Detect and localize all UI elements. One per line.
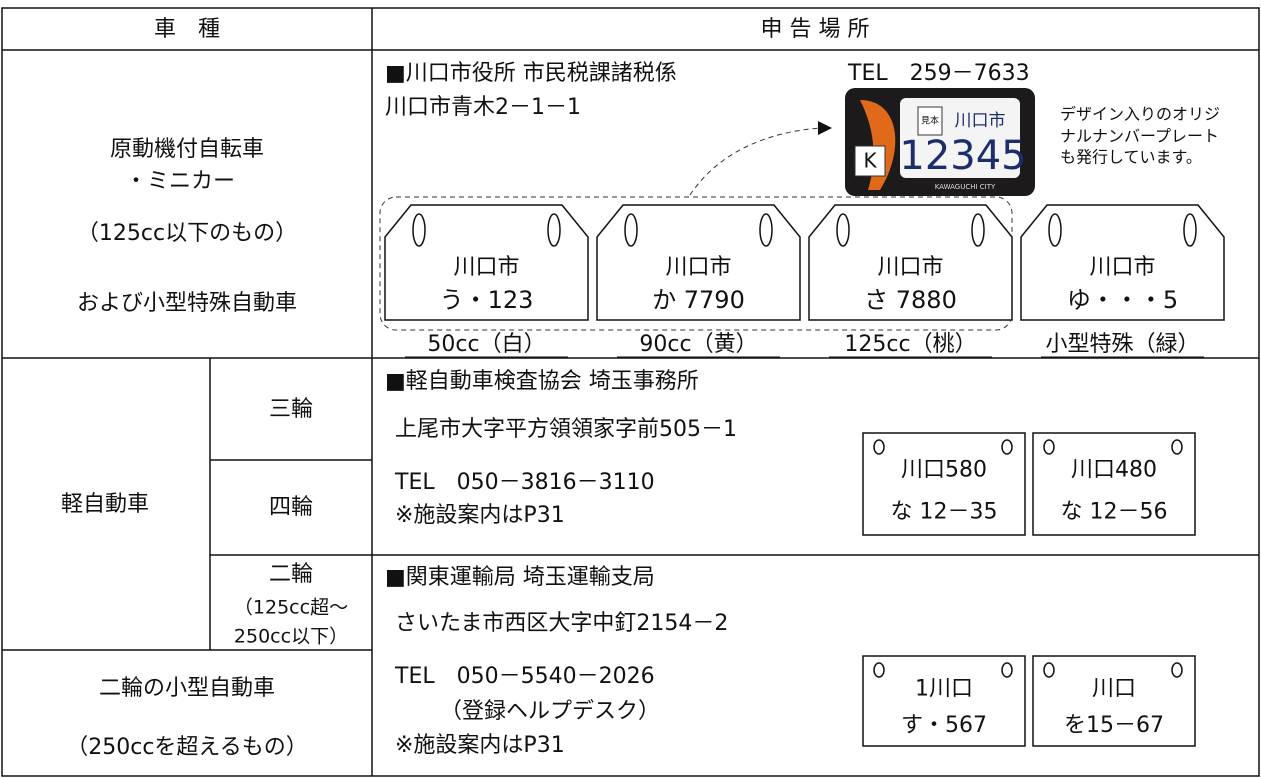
plate-bottom: な 12－56: [1061, 500, 1168, 525]
vehicle-label: 二輪の小型自動車: [99, 676, 275, 701]
plate-hole: [1183, 213, 1197, 247]
plate-bottom: を15－67: [1064, 713, 1164, 738]
table-grid: [1, 7, 1260, 777]
plate-caption: 125cc（桃）: [844, 332, 976, 357]
plate-hole: [873, 439, 885, 455]
vehicle-sub: 二輪: [269, 562, 313, 587]
plate-top: 川口580: [901, 458, 987, 483]
arrow-head: [818, 121, 832, 135]
plate: [808, 204, 1013, 321]
plate-hole: [1171, 439, 1183, 455]
plate-city: 川口市: [877, 255, 943, 280]
vehicle-label: ・ミニカー: [125, 169, 235, 194]
plate: [862, 432, 1026, 536]
office-tel: TEL 259－7633: [847, 61, 1030, 86]
plate-mark: 見本: [921, 115, 939, 127]
office-tel: TEL 050－3816－3110: [394, 470, 655, 495]
plate-hole: [1043, 662, 1055, 678]
plate: [1020, 204, 1225, 321]
plate-hole: [412, 213, 426, 247]
plate-top: 川口: [1092, 676, 1136, 701]
plate-number: 12345: [899, 133, 1026, 179]
note: ナルナンバープレート: [1060, 127, 1219, 146]
office-address: さいたま市西区大字中釘2154－2: [395, 611, 728, 636]
plate-hole: [624, 213, 638, 247]
header-cell: 車 種: [154, 17, 220, 42]
office-name: ■関東運輸局 埼玉運輸支局: [385, 565, 655, 590]
vehicle-sub: 三輪: [269, 397, 313, 422]
plate-city: 川口市: [955, 111, 1006, 131]
plate-hole: [873, 662, 885, 678]
plate-hole: [971, 213, 985, 247]
office-address: 川口市青木2－1－1: [385, 95, 581, 120]
plate-top: 1川口: [915, 676, 973, 701]
vehicle-sub: （125cc超～: [234, 597, 348, 619]
vehicle-label: （250ccを超えるもの）: [66, 735, 308, 760]
plate-letter: K: [863, 149, 877, 173]
sample-plate: 見本 川口市 K 12345 KAWAGUCHI CITY: [845, 88, 1035, 196]
plate-city: 川口市: [665, 255, 731, 280]
plate-number: か 7790: [652, 286, 745, 314]
plate-hole: [1001, 662, 1013, 678]
office-name: ■軽自動車検査協会 埼玉事務所: [385, 369, 699, 394]
plate-hole: [1001, 439, 1013, 455]
plate-footer: KAWAGUCHI CITY: [935, 183, 996, 191]
vehicle-label: 原動機付自転車: [110, 137, 264, 162]
plate-bottom: な 12－35: [891, 500, 998, 525]
plate-hole: [759, 213, 773, 247]
plate-hole: [1043, 439, 1055, 455]
helpdesk: （登録ヘルプデスク）: [440, 699, 660, 724]
note: も発行しています。: [1060, 148, 1202, 167]
office-name: ■川口市役所 市民税課諸税係: [385, 61, 677, 86]
plate-caption: 50cc（白）: [427, 332, 545, 357]
plate-caption: 小型特殊（緑）: [1045, 332, 1199, 357]
header-bg: [2, 8, 1259, 50]
plate-hole: [1171, 662, 1183, 678]
plate-number: ゆ・・・5: [1067, 286, 1178, 314]
plate-bottom: す・567: [901, 713, 987, 738]
plate: [384, 204, 589, 321]
office-address: 上尾市大字平方領領家字前505－1: [395, 417, 737, 442]
vehicle-label: 軽自動車: [61, 492, 149, 517]
arrow: [689, 127, 821, 196]
office-tel: TEL 050－5540－2026: [394, 664, 655, 689]
vehicle-label: （125cc以下のもの）: [77, 221, 297, 246]
note: デザイン入りのオリジ: [1060, 105, 1220, 124]
plate: [862, 655, 1026, 747]
plate-hole: [836, 213, 850, 247]
plate-city: 川口市: [453, 255, 519, 280]
plate-city: 川口市: [1089, 255, 1155, 280]
plate-number: う・123: [440, 286, 534, 314]
plate-number: さ 7880: [864, 286, 957, 314]
plate-hole: [547, 213, 561, 247]
plate-top: 川口480: [1071, 458, 1157, 483]
plate: [1032, 655, 1196, 747]
guide: ※施設案内はP31: [395, 733, 565, 758]
guide: ※施設案内はP31: [395, 503, 565, 528]
vehicle-sub: 250cc以下）: [234, 626, 348, 648]
header-cell: 申 告 場 所: [761, 17, 870, 42]
plate: [596, 204, 801, 321]
plate-caption: 90cc（黄）: [639, 332, 757, 357]
vehicle-sub: 四輪: [269, 495, 313, 520]
plate: [1032, 432, 1196, 536]
plate-hole: [1048, 213, 1062, 247]
vehicle-label: および小型特殊自動車: [77, 291, 297, 316]
